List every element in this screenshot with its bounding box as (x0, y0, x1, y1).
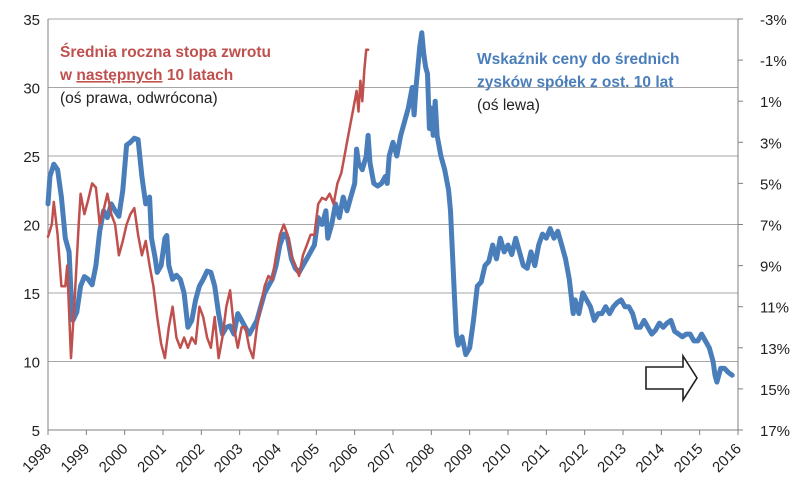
right-tick-label: 7% (760, 218, 782, 235)
red-series-title-line1: Średnia roczna stopa zwrotu (60, 43, 271, 61)
red-title-suffix: 10 latach (163, 67, 234, 84)
blue-axis-note: (oś lewa) (477, 97, 540, 114)
left-tick-label: 25 (23, 149, 40, 166)
red-axis-note: (oś prawa, odwrócona) (60, 90, 218, 107)
left-tick-label: 20 (23, 218, 40, 235)
red-series-line (46, 48, 370, 360)
right-tick-label: -3% (760, 12, 787, 29)
right-tick-label: 3% (760, 135, 782, 152)
right-tick-label: -1% (760, 53, 787, 70)
left-tick-label: 15 (23, 286, 40, 303)
left-tick-label: 10 (23, 355, 40, 372)
left-axis-ticks: 5 10 15 20 25 30 35 (23, 12, 40, 440)
blue-series-title-line1: Wskaźnik ceny do średnich (477, 51, 679, 68)
right-tick-label: 1% (760, 94, 782, 111)
blue-series-title-line2: zysków spółek z ost. 10 lat (477, 74, 673, 91)
left-tick-label: 35 (23, 12, 40, 29)
right-tick-label: 15% (760, 382, 790, 399)
left-tick-label: 30 (23, 81, 40, 98)
red-title-underlined: następnych (76, 67, 162, 84)
blue-series-line (45, 30, 735, 385)
axes (47, 18, 743, 435)
left-tick-label: 5 (32, 423, 40, 440)
right-tick-label: 13% (760, 341, 790, 358)
right-tick-label: 11% (760, 300, 789, 317)
red-series-title-line2: w następnych 10 latach (59, 67, 233, 84)
right-tick-label: 5% (760, 176, 782, 193)
gridlines (48, 18, 738, 362)
right-axis-ticks: -3% -1% 1% 3% 5% 7% 9% 11% 13% 15% 17% (760, 12, 790, 440)
series-lines (45, 30, 735, 385)
right-tick-label: 17% (760, 423, 790, 440)
arrow-annotation (645, 353, 698, 403)
red-title-prefix: w (59, 67, 76, 84)
right-tick-label: 9% (760, 259, 782, 276)
